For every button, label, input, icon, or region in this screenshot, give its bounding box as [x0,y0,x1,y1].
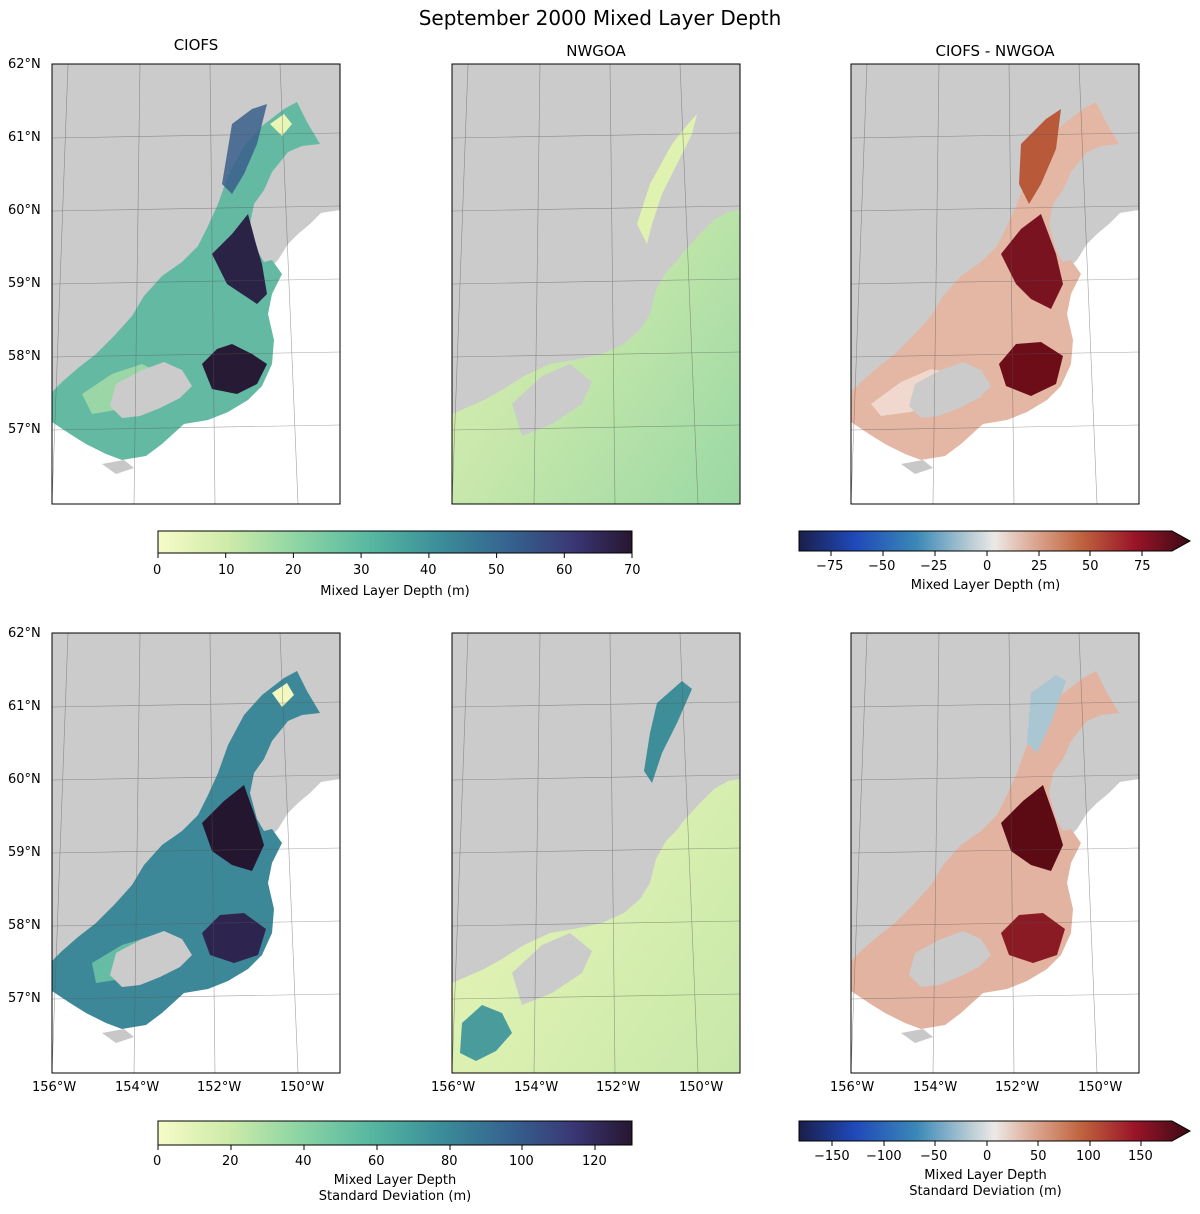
cb-tick: 0 [983,1149,992,1164]
cb-tick: 25 [1031,559,1048,574]
map-ciofs-std [51,632,341,1074]
cb-tick: 100 [1076,1149,1101,1164]
lon-tick: 152°W [197,1080,242,1095]
colorbar-mean-abs [157,530,633,558]
lon-tick: 152°W [596,1080,641,1095]
colorbar-std-abs-label: Mixed Layer Depth Standard Deviation (m) [158,1173,632,1205]
map-nwgoa-mean [451,63,741,505]
cb-tick: −75 [816,559,844,574]
lat-tick: 59°N [8,276,41,291]
cb-tick: 10 [218,563,235,578]
lon-tick: 150°W [679,1080,724,1095]
map-diff-mean [850,63,1140,505]
colorbar-std-abs-label-line1: Mixed Layer Depth [333,1173,457,1188]
lat-tick: 59°N [8,845,41,860]
cb-tick: −150 [814,1149,850,1164]
cb-tick: 120 [582,1154,607,1169]
cb-tick: 40 [420,563,437,578]
lon-tick: 154°W [913,1080,958,1095]
lon-tick: 156°W [32,1080,77,1095]
colorbar-mean-diff [798,530,1192,556]
figure-title: September 2000 Mixed Layer Depth [418,6,782,30]
lat-tick: 62°N [8,57,41,72]
colorbar-std-diff-label: Mixed Layer Depth Standard Deviation (m) [799,1168,1172,1200]
lon-tick: 150°W [280,1080,325,1095]
cb-tick: 100 [509,1154,534,1169]
cb-tick: 0 [983,559,992,574]
cb-tick: −50 [920,1149,948,1164]
lat-tick: 57°N [8,422,41,437]
cb-tick: 50 [1030,1149,1047,1164]
map-nwgoa-std [451,632,741,1074]
lon-tick: 156°W [830,1080,875,1095]
cb-tick: 40 [295,1154,312,1169]
lon-tick: 150°W [1078,1080,1123,1095]
cb-tick: −100 [866,1149,902,1164]
lat-tick: 62°N [8,626,41,641]
map-diff-std [850,632,1140,1074]
map-ciofs-mean [51,63,341,505]
lat-tick: 61°N [8,130,41,145]
cb-tick: 50 [488,563,505,578]
cb-tick: 150 [1128,1149,1153,1164]
colorbar-std-abs [157,1120,633,1150]
lat-tick: 60°N [8,203,41,218]
lon-tick: 156°W [431,1080,476,1095]
colorbar-std-diff-label-line1: Mixed Layer Depth [924,1168,1047,1183]
cb-tick: 80 [441,1154,458,1169]
col-title-ciofs: CIOFS [173,36,219,54]
colorbar-mean-diff-label: Mixed Layer Depth (m) [910,578,1061,593]
cb-tick: 0 [153,1154,162,1169]
lat-tick: 57°N [8,991,41,1006]
cb-tick: 60 [556,563,573,578]
cb-tick: 60 [368,1154,385,1169]
cb-tick: 70 [624,563,641,578]
cb-tick: 50 [1082,559,1099,574]
colorbar-mean-abs-label: Mixed Layer Depth (m) [320,584,470,599]
lon-tick: 154°W [514,1080,559,1095]
lon-tick: 152°W [995,1080,1040,1095]
cb-tick: 20 [222,1154,239,1169]
col-title-nwgoa: NWGOA [566,42,626,60]
cb-tick: −25 [920,559,948,574]
cb-tick: 0 [153,563,162,578]
cb-tick: −50 [868,559,896,574]
cb-tick: 75 [1134,559,1151,574]
lat-tick: 60°N [8,772,41,787]
colorbar-std-abs-label-line2: Standard Deviation (m) [318,1189,472,1204]
lat-tick: 58°N [8,918,41,933]
lat-tick: 61°N [8,699,41,714]
lon-tick: 154°W [115,1080,160,1095]
lat-tick: 58°N [8,349,41,364]
cb-tick: 30 [353,563,370,578]
colorbar-std-diff [798,1120,1192,1146]
col-title-diff: CIOFS - NWGOA [935,42,1055,60]
colorbar-std-diff-label-line2: Standard Deviation (m) [909,1184,1062,1199]
cb-tick: 20 [285,563,302,578]
